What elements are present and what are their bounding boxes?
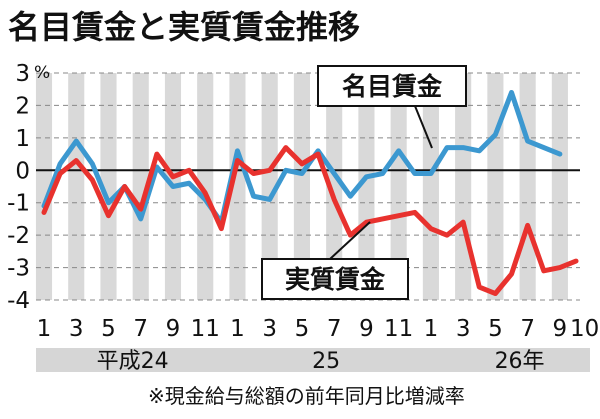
x-tick-label: 9 [553,316,568,342]
x-tick-label: 11 [191,316,220,342]
grid-stripes [35,73,568,300]
x-tick-label: 5 [295,316,310,342]
legend-nominal-label: 名目賃金 [342,72,443,101]
real-wage-line [41,145,579,297]
x-tick-label: 7 [520,316,535,342]
x-tick-label: 3 [69,316,84,342]
grid-stripe [35,73,53,300]
grid-stripe [293,73,310,300]
x-tick-label: 7 [327,316,342,342]
footnote: ※現金給与総額の前年同月比増減率 [148,384,465,408]
grid-stripe [132,73,149,300]
x-tick-label: 9 [166,316,181,342]
x-tick-label: 3 [456,316,471,342]
x-tick-label: 1 [230,316,245,342]
y-axis-ticks: 3 2 1 0 -1 -2 -3 -4 [7,61,30,314]
grid-stripe [487,73,504,300]
y-unit-label: % [34,63,50,83]
grid-stripe [551,73,568,300]
y-tick-label: -2 [7,223,30,249]
x-tick-label: 10月 [570,316,600,342]
x-tick-label: 11 [384,316,413,342]
y-tick-label: -4 [7,288,30,314]
grid-stripe [358,73,375,300]
legend-real-box [261,258,409,300]
chart-title: 名目賃金と実質賃金推移 [8,8,360,46]
grid-stripe [422,73,439,300]
legend-real-pointer [329,221,371,260]
grid-stripe [229,73,246,300]
grid-stripe [100,73,117,300]
legend-nominal: 名目賃金 [317,65,467,149]
grid-stripe [326,73,343,300]
x-tick-label: 5 [101,316,116,342]
y-tick-label: 1 [15,126,30,152]
year-labels: 平成24 25 26年 [97,349,545,374]
y-tick-label: 0 [15,158,30,184]
legend-real-label: 実質賃金 [285,265,386,294]
year-band [36,348,590,372]
x-tick-label: 1 [424,316,439,342]
x-tick-label: 7 [133,316,148,342]
grid-stripe [197,73,214,300]
y-tick-label: 3 [15,61,30,87]
x-tick-label: 5 [488,316,503,342]
grid-stripe [261,73,278,300]
grid-stripe [519,73,536,300]
y-tick-label: -3 [7,256,30,282]
grid-stripe [390,73,407,300]
grid-stripe [455,73,472,300]
x-tick-label: 9 [359,316,374,342]
grid-stripe [68,73,85,300]
legend-nominal-box [317,65,467,107]
legend-nominal-pointer [414,105,433,149]
x-axis-month-ticks: 135791113579111357910月 [37,316,600,342]
series-layer [41,89,579,297]
x-tick-label: 3 [262,316,277,342]
year-label: 26年 [495,349,545,374]
year-label: 平成24 [97,349,169,374]
x-tick-label: 1 [37,316,52,342]
year-label: 25 [312,349,340,374]
y-tick-label: 2 [15,93,30,119]
legend-real: 実質賃金 [261,221,409,300]
y-tick-label: -1 [7,191,30,217]
